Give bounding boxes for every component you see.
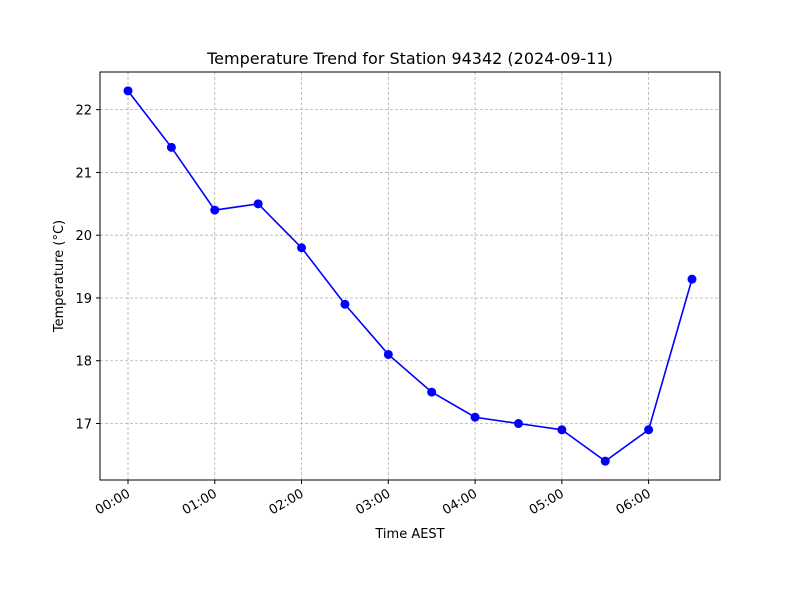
data-point: [297, 243, 307, 253]
data-point: [687, 274, 697, 284]
x-tick-label: 03:00: [353, 486, 393, 518]
x-tick-label: 04:00: [440, 486, 480, 518]
y-tick-label: 17: [75, 418, 92, 433]
data-point: [123, 86, 133, 96]
data-point: [210, 205, 220, 215]
temperature-line: [127, 90, 693, 463]
chart-title: Temperature Trend for Station 94342 (202…: [206, 49, 613, 68]
data-point: [427, 387, 437, 397]
grid: [100, 72, 720, 480]
data-point: [470, 412, 480, 422]
axes: [99, 71, 721, 481]
y-tick-label: 19: [75, 292, 92, 307]
y-tick-label: 18: [75, 355, 92, 370]
y-tick-label: 22: [75, 104, 92, 119]
data-point: [513, 419, 523, 429]
series: [123, 86, 697, 466]
x-tick-label: 06:00: [614, 486, 654, 518]
x-axis-ticks: 00:00 01:00 02:00 03:00 04:00 05:00 06:00: [93, 480, 654, 518]
x-tick-label: 05:00: [527, 486, 567, 518]
data-point: [644, 425, 654, 435]
y-axis-ticks: 17 18 19 20 21 22: [75, 104, 100, 433]
data-point: [340, 299, 350, 309]
x-tick-label: 00:00: [93, 486, 133, 518]
y-axis-label: Temperature (°C): [52, 220, 67, 333]
data-point: [166, 142, 176, 152]
data-point: [383, 349, 393, 359]
x-axis-label: Time AEST: [374, 527, 444, 542]
x-tick-label: 02:00: [267, 486, 307, 518]
data-point: [253, 199, 263, 209]
data-point: [600, 456, 610, 466]
y-tick-label: 21: [75, 166, 92, 181]
plot-frame: [99, 71, 721, 481]
data-point: [557, 425, 567, 435]
x-tick-label: 01:00: [180, 486, 220, 518]
y-tick-label: 20: [75, 229, 92, 244]
